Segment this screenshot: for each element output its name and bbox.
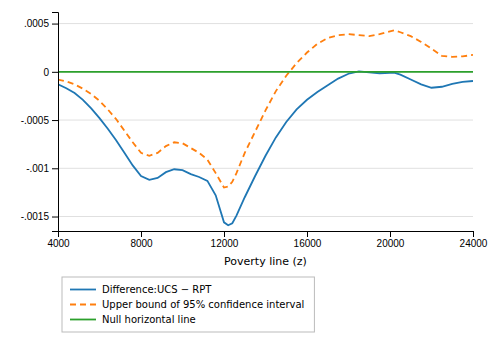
legend: Difference:UCS − RPT Upper bound of 95% c… [62, 277, 314, 332]
tick-label: 8000 [130, 238, 153, 249]
series-line [58, 71, 473, 225]
lines [58, 30, 473, 225]
tick: 0 [43, 67, 58, 78]
grid [58, 24, 473, 217]
axis-line [59, 232, 474, 238]
tick: -.0015 [21, 211, 58, 222]
legend-swatch [70, 289, 96, 291]
legend-label: Upper bound of 95% confidence interval [102, 299, 304, 310]
tick: -.0005 [21, 115, 58, 126]
tick-mark [141, 231, 142, 237]
tick-label: 20000 [377, 238, 405, 249]
tick-mark [52, 168, 58, 169]
legend-box [62, 277, 314, 332]
tick-label: -.0005 [21, 115, 50, 126]
tick: 20000 [377, 231, 405, 249]
plot: 4000800012000160002000024000-.0015-.001-… [21, 13, 488, 269]
tick: 24000 [460, 231, 488, 249]
tick: 8000 [130, 231, 153, 249]
legend-swatch [70, 319, 96, 321]
tick-label: 4000 [47, 238, 70, 249]
y-axis: -.0015 -.001 -.0005 0 .0005 [21, 13, 59, 232]
legend-item: Upper bound of 95% confidence interval [70, 299, 304, 310]
x-axis-title: Poverty line (z) [224, 255, 307, 268]
legend-item: Null horizontal line [70, 314, 196, 325]
tick-mark [307, 231, 308, 237]
tick-mark [52, 217, 58, 218]
grid-line [58, 168, 473, 169]
tick-label: -.001 [26, 163, 49, 174]
tick-mark [52, 120, 58, 121]
legend-swatch [70, 304, 96, 306]
tick-mark [52, 72, 58, 73]
tick: 12000 [211, 231, 239, 249]
grid-line [58, 23, 473, 24]
tick-label: 12000 [211, 238, 239, 249]
tick-label: -.0015 [21, 211, 50, 222]
series-line [58, 71, 473, 73]
tick-label: 16000 [294, 238, 322, 249]
tick-label: 0 [43, 67, 49, 78]
tick-label: .0005 [24, 18, 49, 29]
grid-line [58, 216, 473, 217]
grid-line [58, 71, 473, 72]
tick: 4000 [47, 231, 70, 249]
chart: 4000800012000160002000024000-.0015-.001-… [0, 0, 491, 342]
tick-mark [224, 231, 225, 237]
legend-item: Difference:UCS − RPT [70, 284, 212, 295]
tick-mark [52, 24, 58, 25]
legend-label: Null horizontal line [102, 314, 196, 325]
tick-mark [473, 231, 474, 237]
legend-label: Difference:UCS − RPT [102, 284, 212, 295]
x-axis: 4000 8000 12000 16000 20000 24000 [47, 231, 487, 249]
tick-label: 24000 [460, 238, 488, 249]
tick: .0005 [24, 18, 58, 29]
tick: 16000 [294, 231, 322, 249]
grid-line [58, 120, 473, 121]
axis-line [52, 13, 59, 232]
tick: -.001 [26, 163, 58, 174]
tick-mark [390, 231, 391, 237]
series-line [58, 30, 473, 187]
